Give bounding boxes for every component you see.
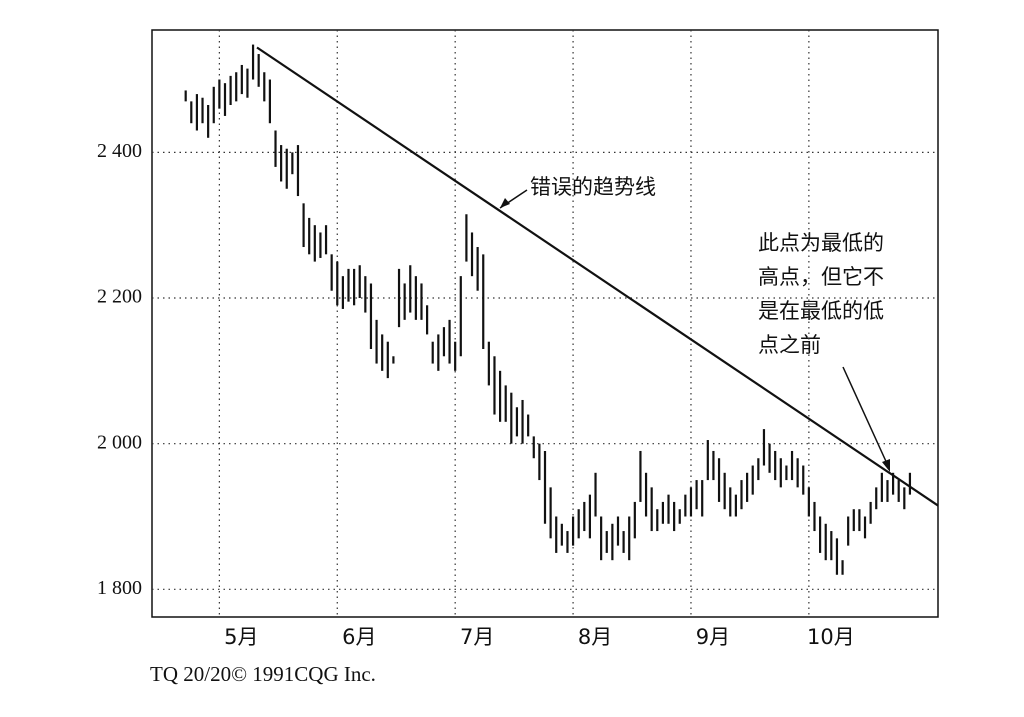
x-tick-label: 7月 xyxy=(460,625,494,649)
annotation: 错误的趋势线 xyxy=(530,175,656,199)
x-tick-label: 6月 xyxy=(342,625,376,649)
annotation-line: 是在最低的低 xyxy=(758,299,884,323)
plot-frame xyxy=(151,29,939,618)
footer: TQ 20/20© 1991CQG Inc. xyxy=(150,662,376,686)
arrow-head xyxy=(882,459,890,472)
x-tick-label: 10月 xyxy=(807,625,855,649)
y-tick-label: 2 000 xyxy=(97,431,142,453)
annotation-line: 点之前 xyxy=(758,333,821,357)
x-tick-label: 9月 xyxy=(696,625,730,649)
arrow-head xyxy=(500,198,510,208)
trend-line xyxy=(256,46,939,507)
x-tick-label: 8月 xyxy=(578,625,612,649)
annotation-arrow xyxy=(842,366,890,469)
y-tick-label: 1 800 xyxy=(97,577,142,599)
y-tick-label: 2 400 xyxy=(97,140,142,162)
annotation-line: 此点为最低的 xyxy=(758,231,884,255)
x-tick-label: 5月 xyxy=(224,625,258,649)
y-tick-label: 2 200 xyxy=(97,286,142,308)
annotation-line: 高点，但它不 xyxy=(758,265,884,289)
